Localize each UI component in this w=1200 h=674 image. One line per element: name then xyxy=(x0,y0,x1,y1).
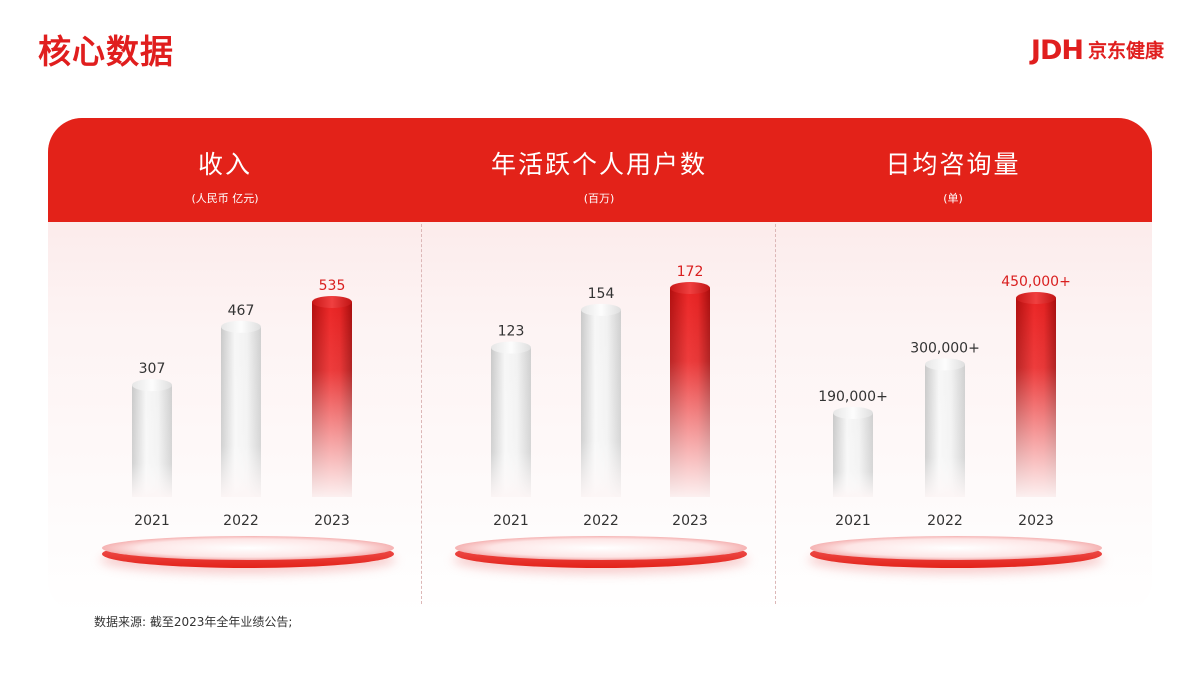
x-tick-label: 2023 xyxy=(314,513,350,529)
bar-cap xyxy=(670,282,710,294)
bar-cap xyxy=(132,379,172,392)
bar-fade xyxy=(581,309,621,497)
value-label: 450,000+ xyxy=(1001,274,1071,290)
panel-title-active-users: 年活跃个人用户数 xyxy=(490,150,707,179)
brand-logo: JDH 京东健康 xyxy=(1031,36,1164,66)
bar-fade xyxy=(221,326,261,497)
x-tick-label: 2022 xyxy=(927,513,963,529)
panel-subtitle-active-users: (百万) xyxy=(583,192,615,205)
podium-top xyxy=(455,536,747,560)
bar-fade xyxy=(132,385,172,497)
bar-cap xyxy=(221,320,261,333)
bar-cap xyxy=(312,296,352,308)
bar-cap xyxy=(1016,292,1056,304)
card-header-band xyxy=(48,118,1152,222)
value-label: 535 xyxy=(319,278,346,294)
x-tick-label: 2022 xyxy=(223,513,259,529)
x-tick-label: 2021 xyxy=(134,513,170,529)
bar-fade xyxy=(312,302,352,497)
value-label: 190,000+ xyxy=(818,389,888,405)
panel-title-revenue: 收入 xyxy=(197,150,252,179)
podium-top xyxy=(810,536,1102,560)
logo-text: 京东健康 xyxy=(1087,40,1164,62)
panel-title-daily-consultations: 日均咨询量 xyxy=(885,150,1021,179)
bar-fade xyxy=(670,288,710,497)
value-label: 300,000+ xyxy=(910,340,980,356)
value-label: 123 xyxy=(498,324,525,340)
value-label: 467 xyxy=(228,303,255,319)
bar-cap xyxy=(491,341,531,354)
x-tick-label: 2022 xyxy=(583,513,619,529)
bar-fade xyxy=(491,347,531,497)
value-label: 307 xyxy=(139,361,166,377)
bar-fade xyxy=(925,364,965,497)
x-tick-label: 2021 xyxy=(493,513,529,529)
x-tick-label: 2023 xyxy=(1018,513,1054,529)
x-tick-label: 2023 xyxy=(672,513,708,529)
panel-divider xyxy=(775,224,776,604)
bar-cap xyxy=(581,303,621,316)
panel-divider xyxy=(421,224,422,604)
x-tick-label: 2021 xyxy=(835,513,871,529)
bar-fade xyxy=(1016,298,1056,497)
bar-cap xyxy=(833,406,873,419)
panel-subtitle-daily-consultations: (单) xyxy=(943,192,963,205)
page-title: 核心数据 xyxy=(38,32,174,71)
bar-cap xyxy=(925,358,965,371)
value-label: 172 xyxy=(677,264,704,280)
value-label: 154 xyxy=(588,286,615,302)
bar-fade xyxy=(833,412,873,497)
panel-subtitle-revenue: (人民币 亿元) xyxy=(191,192,259,205)
data-source-footnote: 数据来源: 截至2023年全年业绩公告; xyxy=(94,615,293,629)
podium-top xyxy=(102,536,394,560)
logo-mark: JDH xyxy=(1030,35,1084,66)
